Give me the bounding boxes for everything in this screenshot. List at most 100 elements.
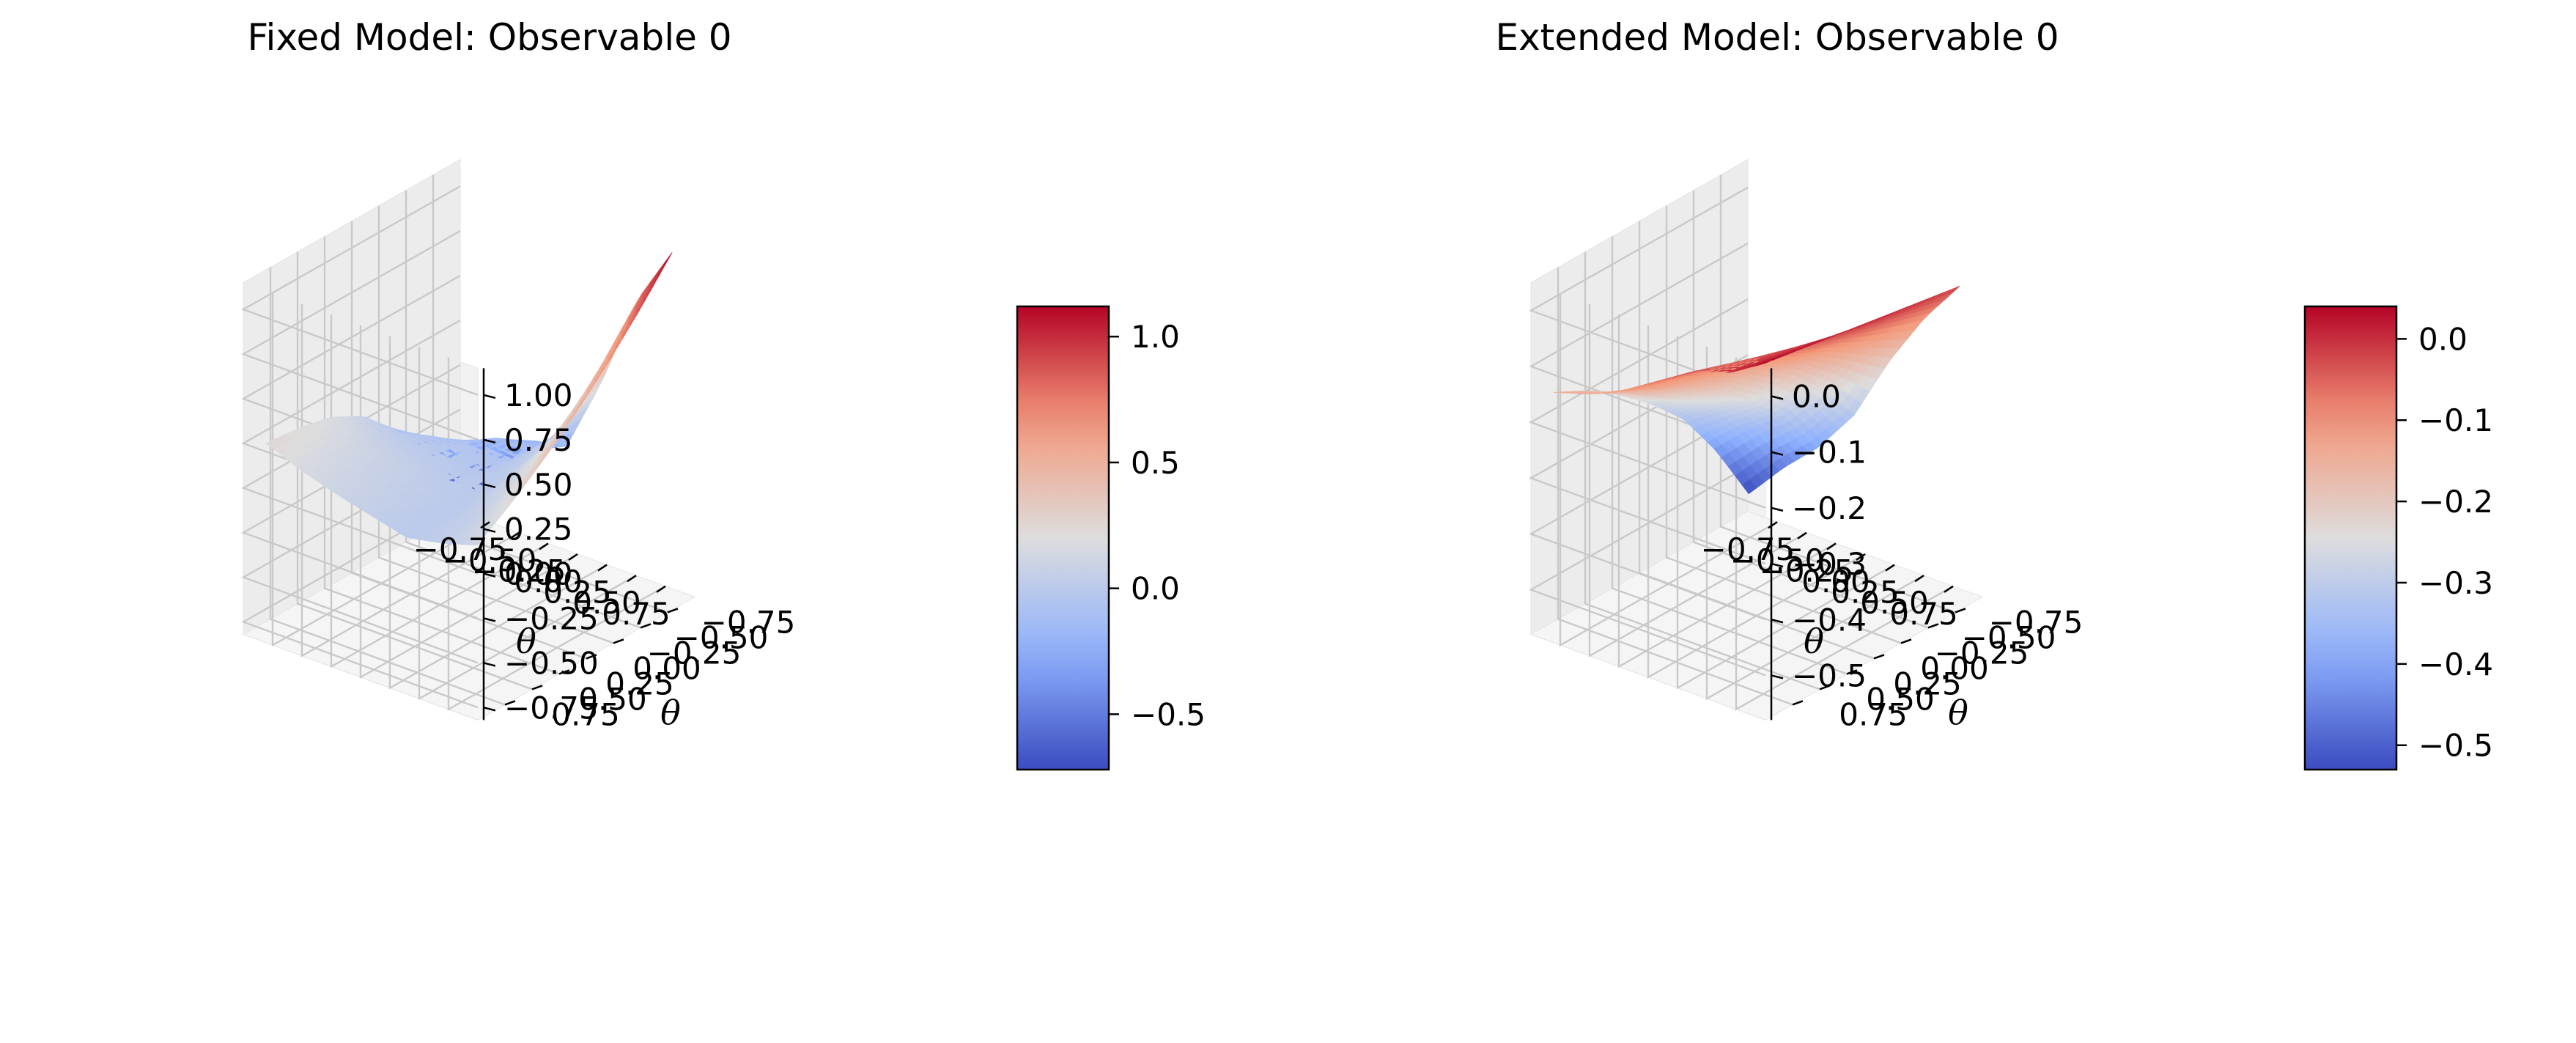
surface-plot-extended-model: Extended Model: Observable 0−0.75−0.50−0… [1495, 16, 2493, 771]
x-tick-label: −0.50 [1730, 542, 1825, 578]
grid-line-y [1557, 267, 1793, 706]
grid-line-z [1529, 465, 1766, 677]
y-axis-label: θ [660, 693, 681, 732]
chart-title: Fixed Model: Observable 0 [247, 16, 731, 59]
y-tick-label: −0.75 [701, 604, 796, 640]
grid-line-x [300, 303, 520, 657]
grid-line-z [241, 364, 479, 575]
x-tick-label: 0.75 [602, 596, 671, 632]
colorbar [2303, 305, 2398, 771]
z-tick-label: −0.5 [1792, 657, 1867, 693]
grid-line-y [1692, 190, 1929, 629]
z-tick-mark [483, 438, 496, 444]
y-axis-label: θ [1948, 693, 1968, 732]
x-tick-label: 0.00 [1801, 564, 1870, 600]
x-tick-label: −0.25 [472, 553, 567, 589]
grid-line-x [1676, 336, 1895, 690]
x-tick-label: 0.50 [1860, 585, 1929, 621]
y-tick-label: 0.50 [1866, 681, 1935, 717]
z-tick-label: 0.00 [504, 556, 573, 592]
grid-line-y [377, 205, 614, 644]
y-tick-mark [1792, 700, 1804, 706]
x-tick-mark [480, 521, 490, 529]
grid-line-x [1617, 314, 1837, 668]
colorbar-tick-label: −0.2 [2418, 484, 2493, 520]
colorbar-tick-label: −0.1 [2418, 402, 2493, 438]
z-tick-label: −0.50 [504, 645, 599, 681]
z-tick-mark [1771, 562, 1784, 568]
z-tick-label: −0.3 [1792, 546, 1867, 582]
colorbar-tick-label: −0.3 [2418, 565, 2493, 601]
x-tick-label: −0.50 [443, 542, 537, 578]
y-tick-mark [667, 608, 679, 613]
y-tick-mark [504, 700, 516, 706]
colorbar-tick-label: 0.5 [1131, 445, 1180, 481]
z-tick-mark [483, 528, 496, 533]
x-tick-label: −0.75 [1701, 531, 1796, 567]
x-tick-mark [627, 575, 637, 583]
y-tick-label: 0.75 [1839, 696, 1908, 732]
x-tick-mark [1885, 564, 1895, 572]
x-tick-mark [1826, 542, 1837, 550]
y-tick-label: 0.25 [1893, 666, 1962, 701]
grid-line-y [323, 236, 560, 675]
grid-line-z [241, 498, 479, 709]
y-tick-mark [558, 669, 570, 675]
colorbar [1016, 305, 1110, 771]
x-tick-mark [1944, 585, 1954, 593]
grid-line-x [1559, 293, 1778, 647]
y-tick-label: −0.50 [1962, 619, 2056, 655]
z-tick-label: 1.00 [504, 377, 573, 413]
surface-plot-fixed-model: Fixed Model: Observable 0−0.75−0.50−0.25… [241, 16, 1206, 771]
x-tick-label: 0.25 [1831, 575, 1900, 611]
x-tick-label: 0.50 [572, 585, 641, 621]
y-tick-label: 0.25 [605, 666, 674, 701]
grid-line-x [1588, 303, 1807, 657]
x-tick-mark [1768, 521, 1778, 529]
z-tick-label: 0.0 [1792, 378, 1841, 414]
grid-line-z [1529, 298, 1766, 509]
z-tick-mark [1771, 619, 1784, 624]
grid-line-y [269, 267, 506, 706]
grid-line-y [1611, 236, 1848, 675]
y-tick-label: 0.00 [1920, 650, 1989, 686]
z-tick-label: −0.4 [1792, 602, 1867, 638]
z-tick-label: 0.75 [504, 422, 573, 458]
z-tick-label: −0.25 [504, 601, 599, 637]
z-tick-label: −0.1 [1792, 435, 1867, 471]
grid-line-z [241, 230, 479, 441]
x-tick-mark [1856, 553, 1866, 561]
surface-patch [265, 439, 281, 450]
y-tick-label: −0.50 [674, 619, 769, 655]
x-tick-mark [539, 542, 549, 550]
x-tick-label: −0.75 [413, 531, 508, 567]
z-tick-label: −0.75 [504, 690, 599, 726]
grid-line-y [1584, 251, 1820, 690]
colorbar-tick-label: −0.5 [2418, 728, 2493, 764]
y-tick-mark [1900, 638, 1912, 644]
y-tick-mark [1819, 685, 1831, 690]
grid-line-z [1529, 242, 1766, 453]
grid-line-x [1705, 347, 1924, 701]
x-tick-mark [597, 564, 608, 572]
z-tick-mark [1771, 506, 1784, 512]
grid-line-z [1529, 186, 1766, 397]
z-tick-mark [483, 483, 496, 488]
x-tick-label: 0.25 [543, 575, 612, 611]
colorbar-tick-label: 0.0 [2418, 321, 2468, 357]
chart-panel-fixed-model: Fixed Model: Observable 0 −0.75 −0.50 −0.25… [241, 16, 1206, 771]
y-tick-label: 0.00 [632, 650, 701, 686]
grid-line-z [1529, 410, 1766, 621]
y-tick-label: −0.25 [647, 635, 742, 671]
grid-line-x [271, 293, 490, 647]
grid-line-y [296, 251, 533, 690]
grid-line-y [405, 190, 641, 629]
y-tick-label: 0.75 [551, 696, 620, 732]
y-tick-label: −0.75 [1989, 604, 2084, 640]
y-tick-mark [1955, 608, 1966, 613]
z-tick-label: 0.25 [504, 512, 573, 548]
colorbar-tick-label: 1.0 [1131, 319, 1180, 355]
x-tick-mark [1797, 531, 1807, 539]
z-tick-label: 0.50 [504, 467, 573, 503]
colorbar-tick-label: 0.0 [1131, 571, 1180, 607]
